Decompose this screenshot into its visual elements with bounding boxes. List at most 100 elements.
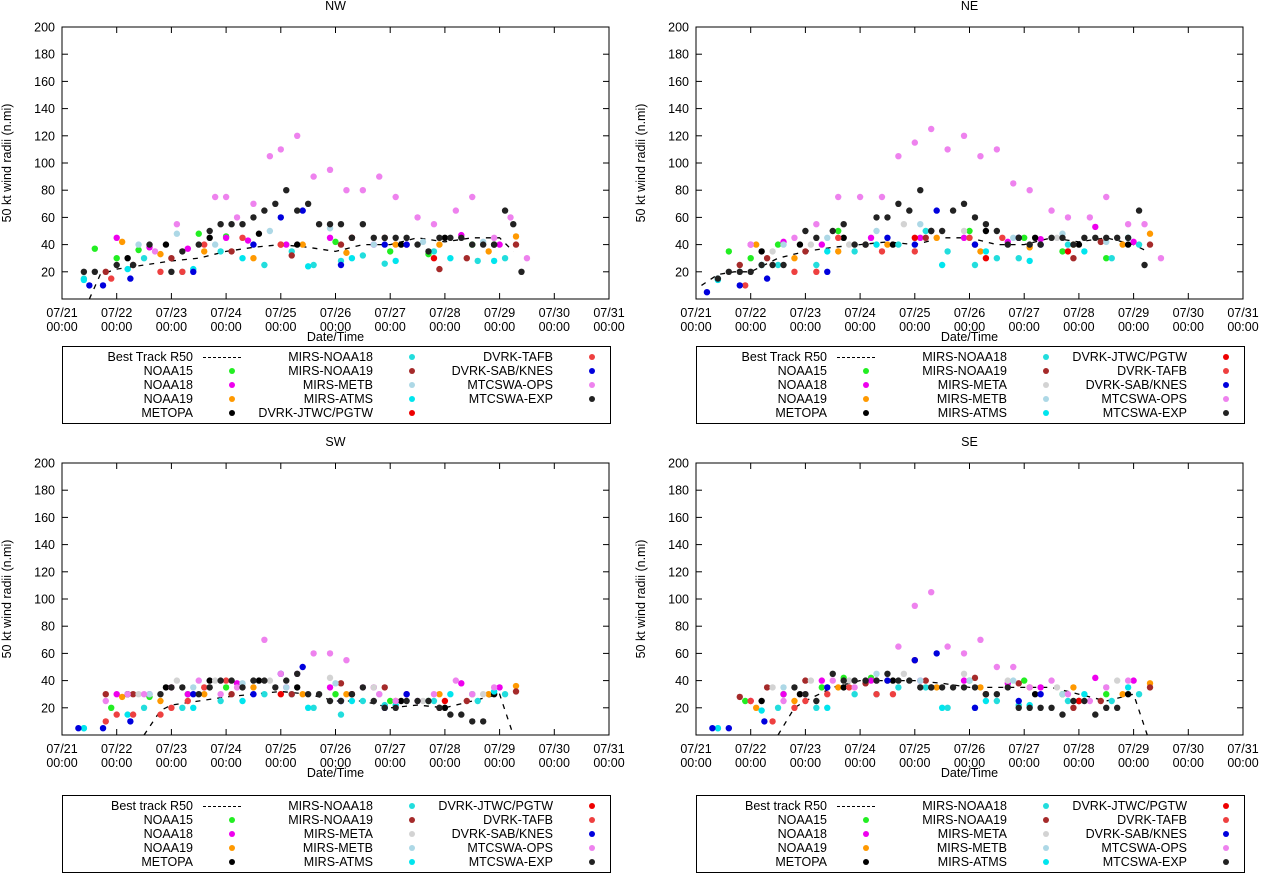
point-noaa19 — [485, 248, 492, 255]
point-mtcswa-exp — [370, 697, 377, 705]
point-mtcswa-ops — [878, 193, 886, 201]
point-metopa — [982, 227, 990, 235]
point-mtcswa-exp — [179, 248, 186, 255]
point-mtcswa-exp — [1103, 234, 1110, 241]
legend-dot — [229, 382, 235, 388]
point-noaa19 — [933, 234, 940, 241]
legend-entry-mtcswa-ops: MTCSWA-OPS — [415, 841, 605, 855]
point-mtcswa-exp — [813, 234, 820, 241]
y-tick-label: 120 — [34, 129, 55, 143]
legend-entry-mirs-noaa18: MIRS-NOAA18 — [869, 799, 1059, 813]
point-mtcswa-ops — [1086, 697, 1094, 705]
y-tick-label: 180 — [34, 48, 55, 62]
legend-entry-dvrk-tafb: DVRK-TAFB — [415, 813, 605, 827]
point-mtcswa-ops — [469, 193, 476, 201]
point-metopa — [294, 684, 301, 691]
legend-entry-noaa15: NOAA15 — [55, 364, 245, 378]
x-tick-label-date: 07/23 — [156, 742, 187, 756]
legend-dot — [1223, 859, 1229, 865]
chart-sw: SW 50 kt wind radii (n.mi) 200 180 160 140 120… — [0, 436, 625, 780]
point-mirs-atms — [1026, 257, 1033, 265]
point-mtcswa-exp — [283, 187, 290, 194]
point-mtcswa-exp — [993, 691, 1001, 698]
legend-column: MIRS-NOAA18 MIRS-NOAA19 MIRS-META MIRS-METB… — [869, 350, 1059, 420]
legend-symbol — [1193, 855, 1239, 869]
point-mirs-atms — [1081, 248, 1088, 255]
point-mirs-noaa18 — [359, 697, 367, 705]
point-mirs-noaa18 — [140, 704, 148, 711]
legend-label: MTCSWA-EXP — [1102, 406, 1187, 420]
point-mtcswa-exp — [414, 697, 421, 705]
legend-entry-mtcswa-exp: MTCSWA-EXP — [1049, 406, 1239, 420]
legend-symbol — [1193, 841, 1239, 855]
legend-entry-dvrk-tafb: DVRK-TAFB — [415, 350, 605, 364]
point-mtcswa-ops — [222, 193, 230, 201]
point-dvrk-sab-knes — [824, 684, 831, 691]
chart-nw: NW 50 kt wind radii (n.mi) 200 180 160 140 120… — [0, 0, 625, 344]
point-mtcswa-exp — [490, 241, 498, 248]
legend-symbol — [559, 799, 605, 813]
point-dvrk-tafb — [157, 268, 164, 275]
point-noaa19 — [1070, 684, 1077, 691]
y-tick-label: 160 — [668, 75, 689, 89]
legend-dot — [589, 382, 595, 388]
point-metopa — [840, 234, 847, 241]
point-mtcswa-ops — [211, 193, 219, 201]
point-mtcswa-exp — [949, 207, 957, 214]
point-mirs-noaa18 — [993, 697, 1001, 705]
point-mtcswa-exp — [736, 268, 743, 275]
point-mirs-meta — [479, 691, 487, 698]
x-tick-label-date: 07/23 — [790, 742, 821, 756]
point-mirs-noaa18 — [851, 248, 858, 255]
legend-label: DVRK-TAFB — [483, 813, 553, 827]
legend-entry-best-track-r50: Best track R50 — [689, 799, 879, 813]
point-mirs-noaa18 — [359, 252, 367, 259]
point-mtcswa-exp — [928, 684, 935, 691]
point-noaa15 — [387, 248, 394, 255]
point-mtcswa-ops — [343, 657, 350, 664]
point-mtcswa-exp — [283, 677, 290, 684]
legend-entry-dvrk-sab-knes: DVRK-SAB/KNES — [1049, 378, 1239, 392]
legend-symbol — [559, 350, 605, 364]
legend-label: MIRS-NOAA19 — [288, 813, 373, 827]
legend-dot — [1043, 817, 1049, 823]
point-mtcswa-ops — [977, 153, 984, 160]
point-mirs-meta — [807, 241, 815, 248]
point-noaa18 — [283, 241, 290, 248]
point-metopa — [1075, 241, 1083, 248]
x-tick-label-time: 00:00 — [1118, 320, 1149, 334]
legend-dot — [409, 845, 415, 851]
point-mtcswa-ops — [977, 636, 984, 643]
legend-label: MTCSWA-EXP — [468, 855, 553, 869]
point-mtcswa-exp — [113, 261, 120, 269]
point-noaa18 — [1092, 674, 1099, 682]
point-mtcswa-ops — [469, 691, 476, 698]
point-mtcswa-ops — [1086, 214, 1094, 221]
legend-dot — [589, 817, 595, 823]
legend-entry-mirs-metb: MIRS-METB — [235, 378, 425, 392]
point-mtcswa-exp — [217, 221, 224, 228]
legend-column: MIRS-NOAA18 MIRS-NOAA19 MIRS-META MIRS-METB… — [869, 799, 1059, 869]
point-mirs-noaa18 — [774, 704, 782, 711]
legend-entry-mirs-noaa18: MIRS-NOAA18 — [235, 799, 425, 813]
legend-entry-dvrk-jtwc-pgtw: DVRK-JTWC/PGTW — [1049, 799, 1239, 813]
point-mtcswa-exp — [906, 207, 913, 214]
legend-label: DVRK-TAFB — [1117, 364, 1187, 378]
legend-label: DVRK-TAFB — [483, 350, 553, 364]
legend-symbol — [199, 406, 245, 420]
legend-dot — [1223, 817, 1229, 823]
point-dvrk-jtwc-pgtw — [277, 691, 284, 698]
legend-label: MTCSWA-OPS — [467, 841, 553, 855]
legend-dot — [409, 354, 415, 360]
point-mirs-noaa19 — [763, 255, 771, 262]
point-mtcswa-ops — [1103, 193, 1110, 201]
legend-entry-mtcswa-ops: MTCSWA-OPS — [1049, 392, 1239, 406]
point-mtcswa-exp — [851, 241, 858, 248]
point-noaa18 — [867, 677, 875, 684]
point-mtcswa-exp — [315, 691, 323, 698]
plot-frame — [61, 26, 610, 300]
y-axis-label: 50 kt wind radii (n.mi) — [634, 104, 648, 223]
legend-label: MIRS-NOAA18 — [288, 350, 373, 364]
legend-symbol — [379, 364, 425, 378]
point-mtcswa-ops — [523, 255, 531, 262]
